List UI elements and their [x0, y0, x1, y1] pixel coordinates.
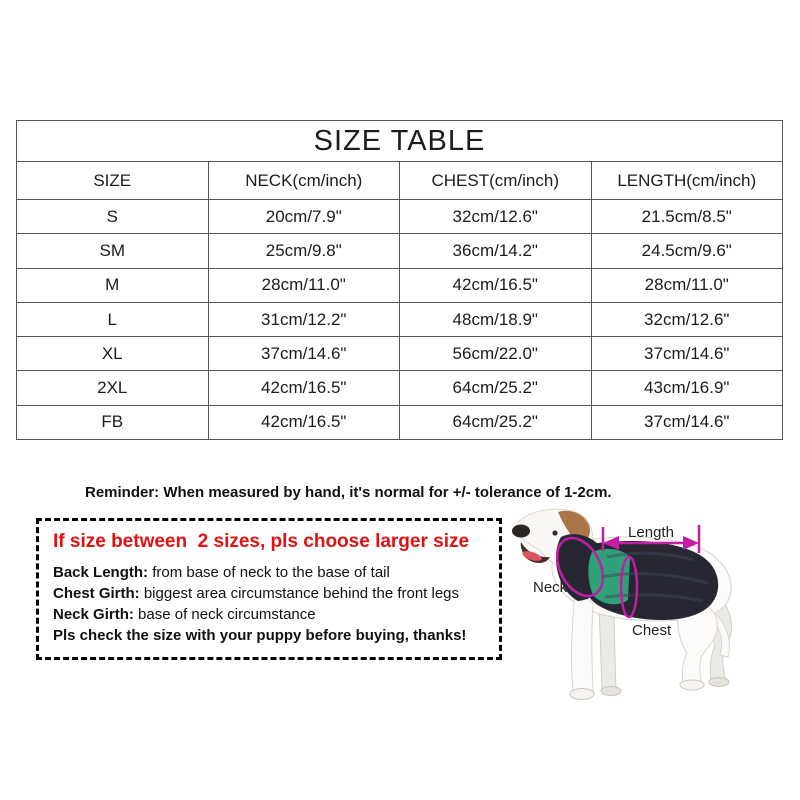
note-text-chest-girth: biggest area circumstance behind the fro…: [143, 585, 460, 602]
length-cell: 43cm/16.9": [590, 370, 783, 406]
dog-illustration: Length Neck Chest: [512, 508, 732, 700]
note-line-back-length: Back Length: from base of neck to the ba…: [53, 562, 485, 583]
table-row: S 20cm/7.9" 32cm/12.6" 21.5cm/8.5": [16, 198, 783, 235]
table-title: SIZE TABLE: [16, 120, 783, 162]
neck-label: Neck: [533, 579, 568, 596]
chest-cell: 64cm/25.2": [399, 404, 592, 441]
length-cell: 24.5cm/9.6": [590, 233, 783, 269]
dog-eye: [552, 530, 558, 536]
neck-cell: 42cm/16.5": [207, 404, 400, 441]
neck-measure-ellipse: [555, 536, 605, 598]
neck-cell: 37cm/14.6": [207, 336, 400, 372]
size-table: SIZE TABLE SIZE NECK(cm/inch) CHEST(cm/i…: [16, 120, 783, 441]
length-label: Length: [628, 524, 674, 541]
dog-nose: [512, 524, 530, 538]
table-row: XL 37cm/14.6" 56cm/22.0" 37cm/14.6": [16, 336, 783, 372]
chest-cell: 42cm/16.5": [399, 267, 592, 303]
sizing-note-box: If size between 2 sizes, pls choose larg…: [36, 518, 502, 660]
chest-measure-ellipse: [619, 555, 639, 619]
table-row: L 31cm/12.2" 48cm/18.9" 32cm/12.6": [16, 301, 783, 338]
note-text-back-length: from base of neck to the base of tail: [152, 564, 390, 581]
reminder-text: Reminder: When measured by hand, it's no…: [85, 484, 612, 501]
neck-cell: 31cm/12.2": [207, 301, 400, 338]
note-line-chest-girth: Chest Girth: biggest area circumstance b…: [53, 583, 485, 604]
neck-cell: 28cm/11.0": [207, 267, 400, 303]
length-cell: 32cm/12.6": [590, 301, 783, 338]
size-cell: SM: [16, 233, 209, 269]
size-cell: S: [16, 198, 209, 235]
chest-cell: 32cm/12.6": [399, 198, 592, 235]
column-header-neck: NECK(cm/inch): [207, 161, 400, 200]
length-measure-arrow: [601, 525, 701, 553]
note-label-back-length: Back Length:: [53, 564, 149, 581]
note-label-chest-girth: Chest Girth:: [53, 585, 140, 602]
neck-cell: 20cm/7.9": [207, 198, 400, 235]
size-cell: FB: [16, 404, 209, 441]
length-cell: 28cm/11.0": [590, 267, 783, 303]
chest-cell: 64cm/25.2": [399, 370, 592, 406]
length-cell: 37cm/14.6": [590, 336, 783, 372]
column-header-size: SIZE: [16, 161, 209, 200]
size-cell: L: [16, 301, 209, 338]
neck-cell: 25cm/9.8": [207, 233, 400, 269]
table-title-row: SIZE TABLE: [16, 120, 783, 162]
chest-cell: 36cm/14.2": [399, 233, 592, 269]
column-header-chest: CHEST(cm/inch): [399, 161, 592, 200]
table-row: 2XL 42cm/16.5" 64cm/25.2" 43cm/16.9": [16, 370, 783, 406]
dog-tongue: [522, 551, 542, 561]
note-line-neck-girth: Neck Girth: base of neck circumstance: [53, 604, 485, 625]
chest-cell: 56cm/22.0": [399, 336, 592, 372]
note-footer: Pls check the size with your puppy befor…: [53, 627, 467, 644]
length-cell: 21.5cm/8.5": [590, 198, 783, 235]
table-row: FB 42cm/16.5" 64cm/25.2" 37cm/14.6": [16, 404, 783, 441]
length-cell: 37cm/14.6": [590, 404, 783, 441]
table-row: SM 25cm/9.8" 36cm/14.2" 24.5cm/9.6": [16, 233, 783, 269]
note-headline: If size between 2 sizes, pls choose larg…: [53, 531, 470, 552]
table-header-row: SIZE NECK(cm/inch) CHEST(cm/inch) LENGTH…: [16, 161, 783, 200]
size-cell: M: [16, 267, 209, 303]
size-cell: XL: [16, 336, 209, 372]
dog-measurement-diagram: Length Neck Chest: [495, 495, 800, 725]
note-label-neck-girth: Neck Girth:: [53, 606, 134, 623]
chest-cell: 48cm/18.9": [399, 301, 592, 338]
table-row: M 28cm/11.0" 42cm/16.5" 28cm/11.0": [16, 267, 783, 303]
column-header-length: LENGTH(cm/inch): [590, 161, 783, 200]
chest-label: Chest: [632, 622, 672, 639]
size-cell: 2XL: [16, 370, 209, 406]
note-text-neck-girth: base of neck circumstance: [138, 606, 316, 623]
neck-cell: 42cm/16.5": [207, 370, 400, 406]
